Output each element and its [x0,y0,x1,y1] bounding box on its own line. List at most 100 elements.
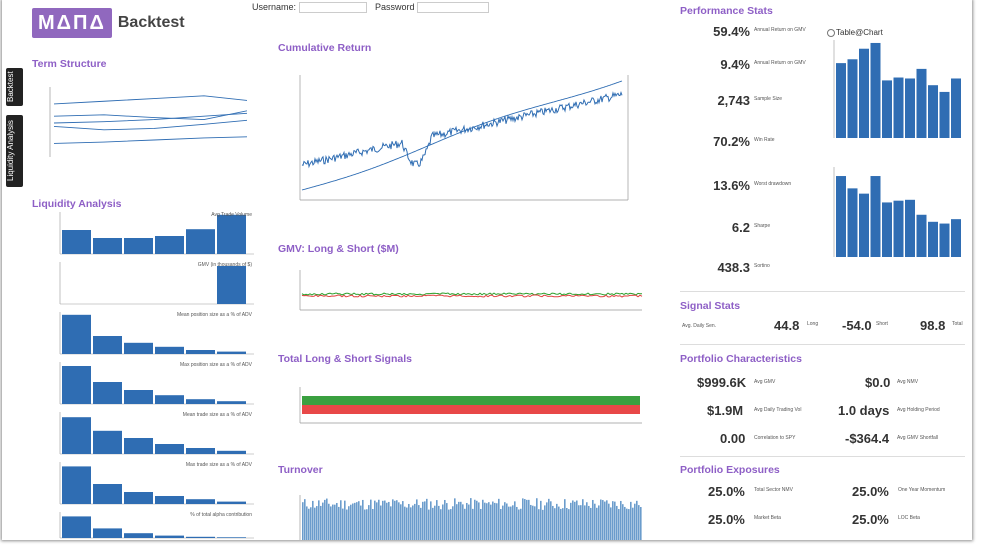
turnover-bar [404,506,406,540]
liquidity-bar [186,350,215,354]
turnover-bar [588,505,590,540]
turnover-bar [540,500,542,540]
short-signals-band [302,405,640,414]
portfolio-label: Correlation to SPY [754,435,796,441]
signals-title: Total Long & Short Signals [278,353,412,365]
performance-stats-title: Performance Stats [680,5,773,17]
turnover-bar [338,506,340,540]
turnover-bar [348,506,350,540]
tab-liquidity-label: Liquidity Analysis [6,120,15,182]
turnover-bar [394,500,396,540]
turnover-bar [578,505,580,540]
turnover-bar [418,505,420,540]
perf-bar-chart-bottom [833,167,961,257]
turnover-bar [624,506,626,540]
turnover-bar [506,503,508,540]
turnover-bar [378,499,380,540]
liquidity-chart [59,462,254,505]
perf-bar [870,176,881,257]
turnover-bar [366,509,368,540]
perf-bar [859,193,869,257]
turnover-bar [388,501,390,540]
gmv-title: GMV: Long & Short ($M) [278,243,399,255]
liquidity-bar [124,342,153,354]
turnover-bar [504,502,506,540]
perf-stat-value: 70.2% [713,134,750,149]
turnover-bar [448,509,450,540]
perf-stat-value: 13.6% [713,178,750,193]
liquidity-bar [62,314,91,354]
username-input[interactable] [298,2,367,14]
turnover-bar [376,502,378,540]
turnover-bar [524,499,526,540]
liquidity-bar [217,450,246,454]
perf-bar [916,68,927,138]
perf-stat-label: Annual Return on GMV [754,60,806,66]
portfolio-characteristics-title: Portfolio Characteristics [680,353,802,365]
liquidity-bar [62,366,91,404]
turnover-bar [584,505,586,540]
turnover-bar [488,502,490,540]
turnover-bar [518,509,520,540]
liquidity-bar [124,533,153,538]
term-structure-line [53,95,247,105]
liquidity-chart-title: Mean position size as a % of ADV [176,312,252,318]
gmv-short-line [301,294,643,298]
turnover-bar [466,502,468,540]
perf-bar [939,223,950,257]
turnover-bar [450,509,452,540]
signals-chart [299,387,642,424]
liquidity-bar [93,238,122,254]
turnover-bar [554,508,556,540]
password-input[interactable] [417,2,490,14]
turnover-bar [456,504,458,540]
turnover-bar [536,498,538,540]
turnover-bar [422,501,424,540]
cumulative-return-line [301,90,623,169]
signal-short-suffix: Short [876,321,888,327]
liquidity-chart [59,512,254,539]
turnover-bar [430,501,432,540]
perf-stat-value: 2,743 [717,93,750,108]
liquidity-bar [93,430,122,454]
long-signals-band [302,396,640,405]
turnover-bar [612,501,614,540]
turnover-bar [572,500,574,540]
tab-liquidity-analysis[interactable]: Liquidity Analysis [6,115,23,187]
liquidity-chart-title: GMV (in thousands of $) [197,262,252,268]
turnover-bar [562,508,564,540]
signal-short-value: -54.0 [842,318,872,333]
turnover-bar [346,509,348,540]
turnover-bar [320,505,322,540]
perf-stat-value: 438.3 [717,260,750,275]
tab-backtest[interactable]: Backtest [6,68,23,106]
turnover-bar [582,499,584,540]
turnover-bar [526,499,528,540]
turnover-bar [632,507,634,540]
perf-bar [905,78,915,138]
turnover-bar [474,499,476,540]
liquidity-chart [59,212,254,255]
liquidity-bar [124,492,153,504]
gmv-chart [299,270,643,311]
liquidity-bar [217,214,246,254]
liquidity-bar [155,496,184,504]
turnover-bar [628,509,630,540]
table-chart-toggle[interactable]: Table@Chart [827,28,883,37]
turnover-bar [344,500,346,540]
term-structure-line [53,110,247,121]
liquidity-bar [217,537,246,538]
perf-stat-label: Sharpe [754,223,771,229]
liquidity-bar [155,236,184,254]
turnover-bar [516,506,518,540]
liquidity-chart-title: Avg Trade Volume [211,212,252,218]
turnover-bar [306,506,308,540]
turnover-bar [440,509,442,540]
turnover-bar [484,502,486,540]
liquidity-bar [62,230,91,254]
liquidity-bar [155,346,184,354]
turnover-bar [470,498,472,540]
turnover-bar [592,499,594,540]
turnover-bar [402,501,404,540]
turnover-title: Turnover [278,464,323,476]
